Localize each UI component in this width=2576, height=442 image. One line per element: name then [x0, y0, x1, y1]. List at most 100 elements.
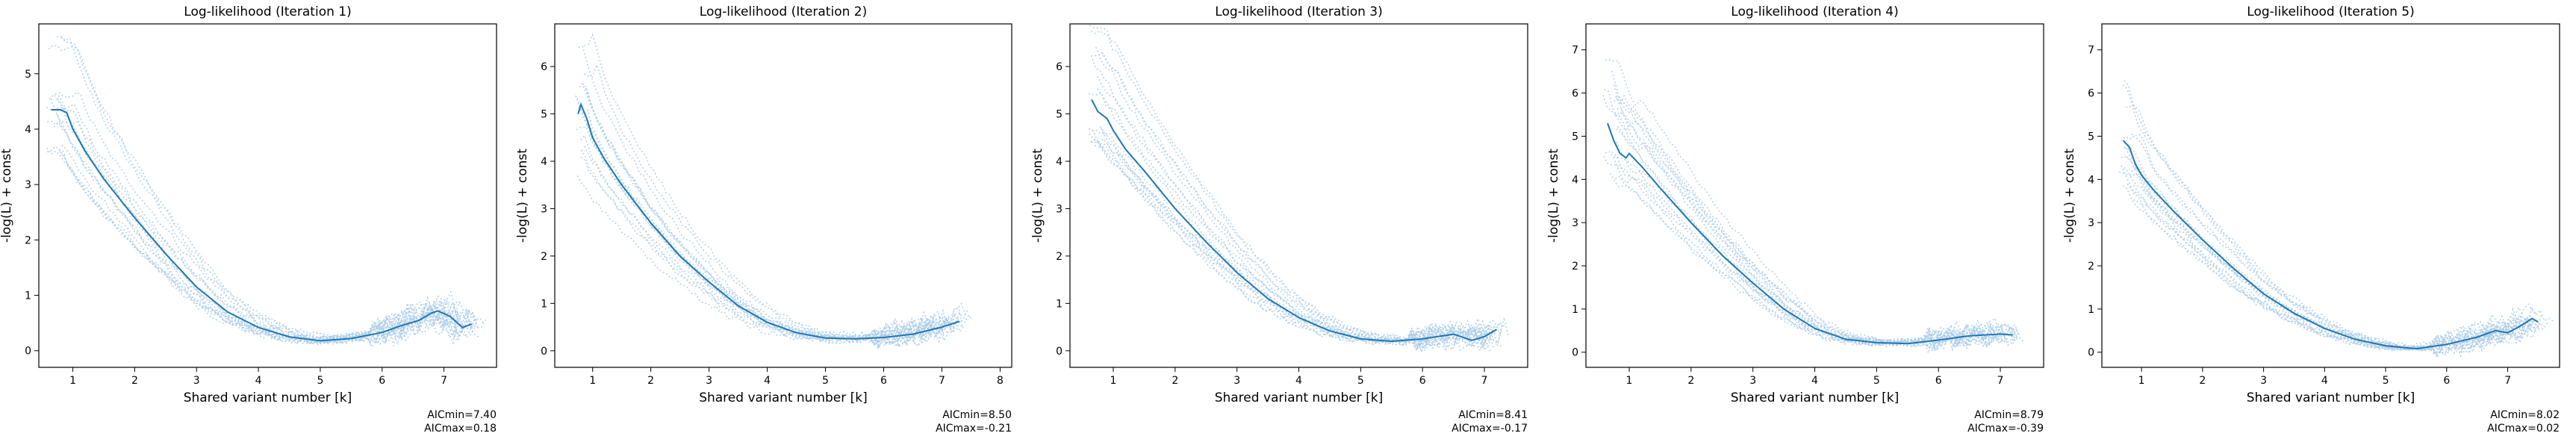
x-tick-label: 7 — [1997, 375, 2004, 387]
replicate-line — [1614, 94, 2006, 345]
y-tick-label: 4 — [2088, 174, 2094, 186]
chart-panel-2: Log-likelihood (Iteration 2) 1 2 3 4 5 6 7 8 0 1 2 3… — [515, 4, 1012, 435]
x-tick-label: 6 — [1935, 375, 1942, 387]
replicate-line — [578, 46, 966, 340]
replicate-line — [1089, 25, 1497, 346]
y-tick-label: 2 — [1056, 251, 1063, 263]
replicate-line — [2122, 84, 2538, 350]
y-tick-label: 2 — [25, 234, 31, 246]
x-tick-label: 8 — [997, 375, 1004, 387]
y-axis-label: -log(L) + const — [1546, 149, 1561, 243]
replicate-line — [2121, 135, 2532, 352]
chart-panel-1: Log-likelihood (Iteration 1) 1 2 3 4 5 6 7 0 1 2 3 4… — [0, 4, 497, 435]
replicate-line — [584, 146, 968, 348]
replicate-line — [1603, 156, 2020, 350]
mean-line — [1091, 99, 1498, 343]
plot-area — [2118, 80, 2554, 361]
x-tick-label: 1 — [589, 375, 596, 387]
y-tick-label: 5 — [541, 109, 547, 121]
y-tick-label: 6 — [1572, 88, 1578, 100]
replicate-line — [2125, 147, 2554, 352]
replicate-line — [2121, 165, 2536, 352]
aic-min-label: AICmin=8.02 — [2490, 409, 2560, 421]
replicate-line — [50, 98, 485, 343]
y-tick-label: 3 — [541, 203, 547, 215]
replicate-line — [46, 106, 476, 345]
replicate-line — [580, 157, 945, 347]
x-tick-label: 2 — [1687, 375, 1694, 387]
x-tick-label: 1 — [2138, 375, 2145, 387]
aic-max-label: AICmax=-0.39 — [1967, 423, 2044, 435]
replicate-line — [586, 92, 963, 343]
x-tick-label: 5 — [2383, 375, 2389, 387]
y-tick-label: 5 — [2088, 131, 2094, 143]
replicate-line — [585, 87, 945, 348]
replicate-line — [1088, 133, 1488, 353]
replicate-line — [1090, 139, 1502, 353]
replicate-line — [1097, 142, 1480, 346]
y-tick-label: 6 — [541, 61, 547, 73]
y-tick-label: 0 — [2088, 347, 2094, 359]
plot-area — [1602, 59, 2024, 355]
x-tick-label: 6 — [379, 375, 385, 387]
y-tick-label: 7 — [2088, 45, 2094, 57]
replicate-line — [48, 45, 478, 346]
replicate-line — [1091, 137, 1477, 352]
replicate-line — [2127, 183, 2530, 352]
aic-max-label: AICmax=-0.21 — [936, 423, 1012, 435]
mean-line — [2122, 140, 2539, 350]
x-axis-label: Shared variant number [k] — [1215, 390, 1384, 405]
chart-title: Log-likelihood (Iteration 5) — [2247, 4, 2414, 19]
y-tick-label: 3 — [25, 179, 31, 191]
plot-frame — [38, 23, 497, 368]
y-tick-label: 1 — [541, 298, 547, 310]
x-tick-label: 5 — [317, 375, 323, 387]
aic-min-label: AICmin=8.41 — [1458, 409, 1528, 421]
replicate-line — [1090, 55, 1490, 346]
x-tick-label: 2 — [1172, 375, 1178, 387]
replicate-line — [60, 37, 478, 343]
x-tick-label: 1 — [69, 375, 76, 387]
replicate-line — [1605, 59, 2017, 343]
replicate-line — [57, 98, 479, 342]
y-axis-label: -log(L) + const — [0, 149, 14, 243]
replicate-line — [1092, 129, 1491, 352]
plot-area — [575, 33, 974, 350]
replicate-line — [2124, 146, 2535, 357]
replicate-line — [2132, 200, 2534, 354]
aic-max-label: AICmax=0.18 — [424, 423, 497, 435]
x-tick-label: 4 — [1811, 375, 1818, 387]
y-tick-label: 6 — [2088, 88, 2094, 100]
y-tick-label: 0 — [541, 346, 547, 358]
y-tick-label: 1 — [1056, 298, 1063, 310]
replicate-line — [1611, 70, 2020, 350]
y-tick-label: 3 — [1056, 203, 1063, 215]
x-tick-label: 5 — [822, 375, 829, 387]
y-axis-label: -log(L) + const — [515, 149, 530, 243]
y-tick-label: 1 — [25, 290, 31, 302]
replicate-line — [56, 36, 464, 340]
y-tick-label: 2 — [541, 251, 547, 263]
replicate-line — [2124, 166, 2527, 351]
replicate-line — [58, 149, 476, 346]
replicate-line — [1090, 30, 1503, 349]
replicate-line — [59, 151, 464, 343]
x-tick-label: 6 — [880, 375, 887, 387]
replicate-line — [2124, 80, 2522, 354]
mean-line — [51, 109, 473, 342]
replicate-line — [1617, 125, 1995, 348]
replicate-line — [1616, 141, 2024, 355]
replicate-line — [61, 144, 479, 343]
x-tick-label: 6 — [2443, 375, 2450, 387]
aic-max-label: AICmax=0.02 — [2487, 423, 2560, 435]
replicate-line — [2122, 184, 2533, 352]
y-tick-label: 0 — [1056, 346, 1063, 358]
replicate-line — [58, 91, 480, 343]
replicate-line — [1616, 128, 2020, 347]
replicate-line — [53, 121, 458, 346]
replicate-line — [1101, 52, 1487, 351]
y-tick-label: 0 — [1572, 347, 1578, 359]
y-tick-label: 2 — [2088, 261, 2094, 273]
mean-line — [577, 102, 960, 340]
replicate-line — [575, 95, 964, 345]
